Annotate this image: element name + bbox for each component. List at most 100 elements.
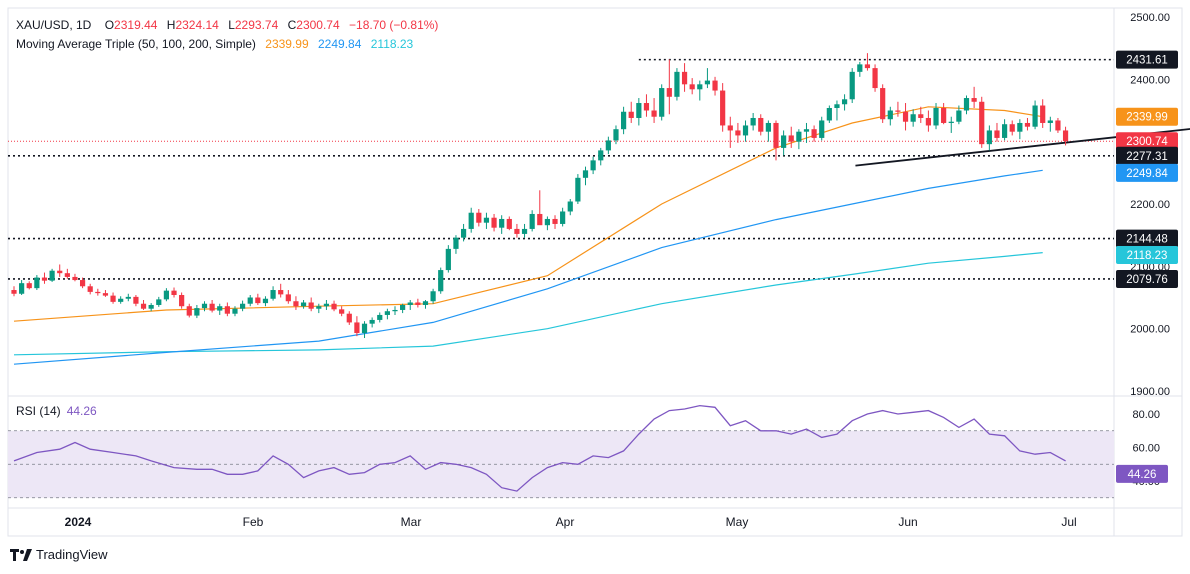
- candle-body: [841, 99, 848, 105]
- price-axis-tick: 2200.00: [1130, 199, 1170, 211]
- time-axis-tick: Jun: [898, 515, 917, 529]
- candle-body: [529, 213, 535, 229]
- price-label-level: 2144.48: [1126, 234, 1168, 246]
- price-label-box: [1116, 163, 1178, 182]
- low-value: 2293.74: [234, 18, 279, 32]
- ma50-value: 2339.99: [265, 37, 309, 51]
- candle-body: [895, 110, 901, 112]
- candle-body: [49, 270, 55, 281]
- candle-body: [560, 211, 566, 224]
- candle-body: [521, 228, 528, 234]
- rsi-value-box: [1116, 464, 1168, 483]
- ma-indicator-label[interactable]: Moving Average Triple (50, 100, 200, Sim…: [16, 37, 256, 51]
- candle-body: [156, 299, 162, 305]
- candle-body: [1024, 122, 1031, 127]
- ma-legend: Moving Average Triple (50, 100, 200, Sim…: [16, 37, 413, 51]
- ma200-value: 2118.23: [370, 37, 414, 51]
- rsi-axis-tick: 60.00: [1132, 443, 1160, 455]
- candle-body: [796, 131, 802, 142]
- candle-body: [64, 273, 70, 277]
- candle-body: [95, 291, 101, 294]
- candle-body: [1017, 122, 1023, 132]
- candle-body: [483, 217, 490, 223]
- candle-body: [590, 160, 596, 171]
- candle-body: [902, 111, 909, 122]
- candle-body: [255, 297, 261, 304]
- candle-body: [636, 103, 642, 118]
- sma50-line: [13, 106, 1043, 322]
- candle-body: [41, 277, 48, 281]
- price-label-ma100: 2249.84: [1126, 168, 1168, 180]
- candle-body: [422, 301, 429, 305]
- candle-body: [925, 117, 931, 126]
- candle-body: [758, 117, 764, 132]
- candle-body: [247, 297, 253, 304]
- price-label-ma50: 2339.99: [1126, 112, 1168, 124]
- candle-body: [506, 218, 512, 229]
- candle-body: [537, 213, 543, 226]
- candle-body: [148, 304, 154, 309]
- candle-body: [430, 291, 436, 302]
- rsi-label[interactable]: RSI (14): [16, 404, 61, 418]
- price-label-ma200: 2118.23: [1127, 250, 1168, 262]
- candle-body: [781, 135, 787, 148]
- candle-body: [293, 301, 299, 307]
- price-label-box: [1116, 229, 1178, 248]
- sma200-line: [13, 252, 1043, 356]
- candle-body: [72, 276, 78, 281]
- candle-body: [803, 129, 810, 132]
- candle-body: [57, 270, 63, 274]
- candle-body: [118, 298, 124, 302]
- candle-body: [392, 309, 398, 312]
- candle-body: [514, 228, 520, 234]
- candle-body: [552, 218, 558, 224]
- price-axis-tick: 2500.00: [1130, 12, 1170, 24]
- candle-body: [415, 302, 421, 305]
- price-axis-tick: 1900.00: [1130, 386, 1170, 398]
- time-axis-tick: 2024: [65, 515, 92, 529]
- candle-body: [163, 290, 169, 300]
- symbol-label[interactable]: XAU/USD, 1D: [16, 18, 92, 32]
- candle-body: [811, 129, 817, 138]
- candle-body: [79, 280, 86, 287]
- candle-body: [1040, 105, 1046, 123]
- candle-body: [697, 84, 703, 90]
- tradingview-logo[interactable]: TradingView: [10, 547, 108, 562]
- candle-body: [933, 108, 939, 126]
- candle-body: [34, 277, 40, 289]
- candle-body: [499, 218, 505, 228]
- candle-body: [11, 290, 17, 294]
- candle-body: [171, 290, 177, 296]
- candle-body: [179, 295, 185, 307]
- rsi-line: [13, 404, 1066, 492]
- price-label-box: [1116, 269, 1178, 288]
- candle-body: [651, 110, 657, 117]
- candle-body: [598, 150, 604, 161]
- candle-body: [864, 64, 871, 69]
- candle-body: [773, 122, 779, 148]
- time-axis-tick: Mar: [401, 515, 422, 529]
- candle-body: [133, 296, 139, 304]
- candle-body: [217, 306, 223, 311]
- candle-body: [1047, 120, 1053, 123]
- candle-body: [735, 130, 741, 136]
- candle-body: [979, 101, 985, 145]
- candle-body: [971, 98, 977, 102]
- candle-body: [331, 303, 337, 310]
- candle-body: [666, 88, 672, 97]
- candle-body: [910, 114, 916, 122]
- candle-body: [605, 140, 611, 151]
- candle-body: [674, 71, 680, 97]
- candle-body: [857, 64, 863, 72]
- price-label-box: [1116, 245, 1178, 264]
- candle-body: [308, 302, 314, 309]
- candle-body: [361, 323, 368, 334]
- candle-body: [232, 308, 238, 314]
- candle-body: [278, 290, 284, 295]
- candle-body: [110, 295, 116, 302]
- price-label-box: [1116, 146, 1178, 165]
- candle-body: [742, 125, 749, 136]
- candle-body: [186, 306, 192, 316]
